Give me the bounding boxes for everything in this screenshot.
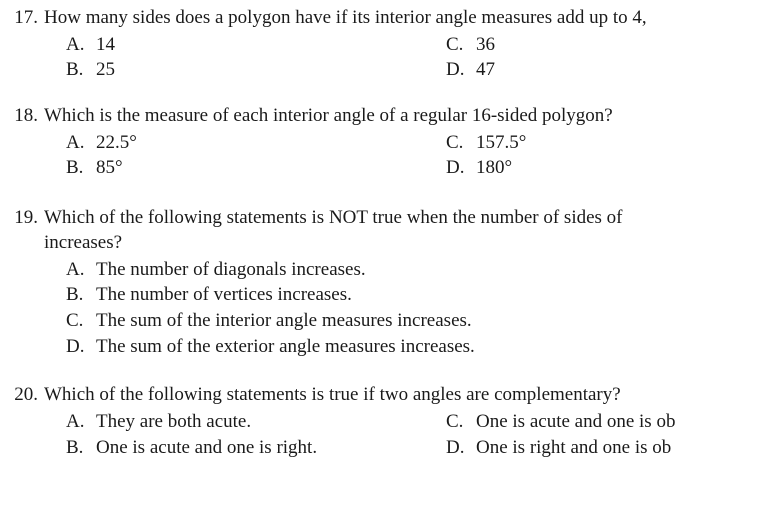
options: A. 14 B. 25 C. 36 D. 47: [10, 33, 761, 84]
question-stem: Which of the following statements is NOT…: [44, 206, 761, 231]
option-text: The number of diagonals increases.: [96, 258, 761, 283]
option-letter: D.: [446, 58, 476, 83]
question-number: 20.: [10, 383, 44, 408]
question-20: 20. Which of the following statements is…: [10, 383, 761, 461]
option-letter: A.: [66, 33, 96, 58]
option-d: D. 180°: [446, 156, 761, 181]
option-text: 14: [96, 33, 446, 58]
option-letter: D.: [66, 335, 96, 360]
question-stem-line2: increases?: [10, 231, 761, 256]
option-text: One is acute and one is right.: [96, 436, 446, 461]
option-c: C. 36: [446, 33, 761, 58]
question-number: 17.: [10, 6, 44, 31]
question-number: 18.: [10, 104, 44, 129]
question-stem: Which is the measure of each interior an…: [44, 104, 761, 129]
option-text: 25: [96, 58, 446, 83]
option-b: B. 85°: [66, 156, 446, 181]
option-text: One is right and one is ob: [476, 436, 761, 461]
option-letter: B.: [66, 58, 96, 83]
option-text: The number of vertices increases.: [96, 283, 761, 308]
option-d: D. 47: [446, 58, 761, 83]
option-b: B. The number of vertices increases.: [66, 283, 761, 308]
options: A. The number of diagonals increases. B.…: [10, 258, 761, 360]
option-letter: C.: [66, 309, 96, 334]
option-letter: A.: [66, 258, 96, 283]
option-d: D. The sum of the exterior angle measure…: [66, 335, 761, 360]
option-letter: A.: [66, 410, 96, 435]
option-text: 180°: [476, 156, 761, 181]
option-b: B. One is acute and one is right.: [66, 436, 446, 461]
option-text: 36: [476, 33, 761, 58]
option-d: D. One is right and one is ob: [446, 436, 761, 461]
option-letter: B.: [66, 283, 96, 308]
option-a: A. 22.5°: [66, 131, 446, 156]
question-19: 19. Which of the following statements is…: [10, 206, 761, 359]
option-letter: D.: [446, 156, 476, 181]
option-letter: D.: [446, 436, 476, 461]
option-text: 22.5°: [96, 131, 446, 156]
option-letter: C.: [446, 131, 476, 156]
question-number: 19.: [10, 206, 44, 231]
option-text: The sum of the interior angle measures i…: [96, 309, 761, 334]
question-stem: How many sides does a polygon have if it…: [44, 6, 761, 31]
option-letter: B.: [66, 156, 96, 181]
option-a: A. The number of diagonals increases.: [66, 258, 761, 283]
options: A. They are both acute. B. One is acute …: [10, 410, 761, 461]
option-text: They are both acute.: [96, 410, 446, 435]
option-letter: C.: [446, 33, 476, 58]
option-letter: C.: [446, 410, 476, 435]
option-letter: B.: [66, 436, 96, 461]
option-a: A. They are both acute.: [66, 410, 446, 435]
option-text: The sum of the exterior angle measures i…: [96, 335, 761, 360]
option-a: A. 14: [66, 33, 446, 58]
option-letter: A.: [66, 131, 96, 156]
option-text: 47: [476, 58, 761, 83]
options: A. 22.5° B. 85° C. 157.5° D. 180°: [10, 131, 761, 182]
question-stem: Which of the following statements is tru…: [44, 383, 761, 408]
question-17: 17. How many sides does a polygon have i…: [10, 6, 761, 84]
option-c: C. 157.5°: [446, 131, 761, 156]
option-b: B. 25: [66, 58, 446, 83]
option-text: 157.5°: [476, 131, 761, 156]
option-text: One is acute and one is ob: [476, 410, 761, 435]
option-text: 85°: [96, 156, 446, 181]
option-c: C. The sum of the interior angle measure…: [66, 309, 761, 334]
option-c: C. One is acute and one is ob: [446, 410, 761, 435]
question-18: 18. Which is the measure of each interio…: [10, 104, 761, 182]
